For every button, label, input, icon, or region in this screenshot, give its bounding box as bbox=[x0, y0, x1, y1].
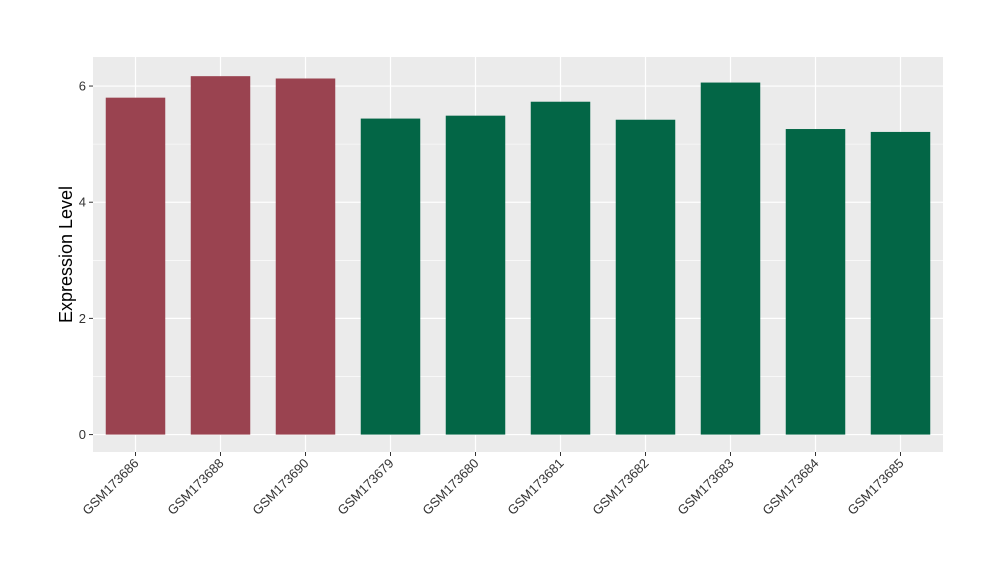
x-tick-label: GSM173680 bbox=[419, 456, 481, 518]
x-tick-label: GSM173681 bbox=[504, 456, 566, 518]
x-axis: GSM173686 GSM173688 GSM173690 GSM173679 GSM1… bbox=[79, 452, 907, 518]
x-tick-label: GSM173686 bbox=[79, 456, 141, 518]
bar-GSM173690 bbox=[275, 78, 336, 435]
x-tick-label: GSM173684 bbox=[759, 456, 821, 518]
bar-GSM173681 bbox=[530, 101, 591, 435]
bar-GSM173682 bbox=[615, 119, 676, 435]
x-tick-label: GSM173690 bbox=[249, 456, 311, 518]
x-tick-label: GSM173679 bbox=[334, 456, 396, 518]
bar-GSM173679 bbox=[360, 118, 421, 435]
x-tick-label: GSM173685 bbox=[844, 456, 906, 518]
y-tick-label: 0 bbox=[79, 427, 86, 442]
x-tick-label: GSM173688 bbox=[164, 456, 226, 518]
y-tick-label: 4 bbox=[79, 195, 86, 210]
y-axis: 0 2 4 6 bbox=[79, 79, 93, 442]
y-tick-label: 2 bbox=[79, 311, 86, 326]
y-tick-label: 6 bbox=[79, 79, 86, 94]
bars bbox=[105, 76, 931, 435]
bar-GSM173688 bbox=[190, 76, 251, 435]
y-axis-title: Expression Level bbox=[56, 186, 76, 323]
bar-GSM173680 bbox=[445, 115, 506, 435]
bar-GSM173684 bbox=[785, 129, 846, 435]
bar-GSM173685 bbox=[870, 131, 931, 435]
x-tick-label: GSM173682 bbox=[589, 456, 651, 518]
bar-GSM173686 bbox=[105, 97, 166, 435]
bar-GSM173683 bbox=[700, 82, 761, 435]
x-tick-label: GSM173683 bbox=[674, 456, 736, 518]
